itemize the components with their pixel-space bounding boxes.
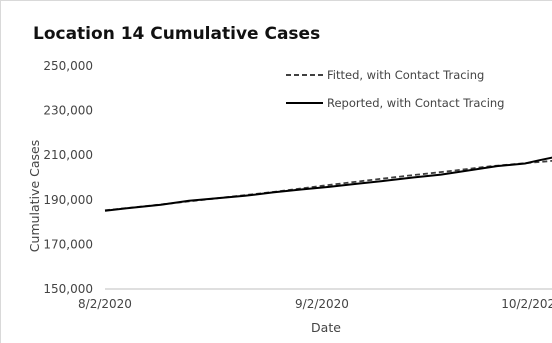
y-tick-label: 150,000 <box>43 282 93 296</box>
y-tick-label: 170,000 <box>43 237 93 251</box>
series-layer <box>104 156 552 212</box>
legend: Fitted, with Contact Tracing Reported, w… <box>286 68 504 110</box>
y-tick-label: 250,000 <box>43 59 93 73</box>
legend-label-fitted: Fitted, with Contact Tracing <box>327 68 484 82</box>
series-reported-line <box>104 156 552 212</box>
chart-title: Location 14 Cumulative Cases <box>33 24 320 44</box>
legend-label-reported: Reported, with Contact Tracing <box>327 96 504 110</box>
y-tick-label: 230,000 <box>43 104 93 118</box>
x-tick-label: 10/2/2020 <box>501 297 552 311</box>
y-axis-ticks: 150,000 170,000 190,000 210,000 230,000 250,0… <box>43 59 93 296</box>
y-axis-title: Cumulative Cases <box>27 140 42 252</box>
x-tick-label: 9/2/2020 <box>295 297 349 311</box>
x-tick-label: 8/2/2020 <box>78 297 132 311</box>
y-tick-label: 210,000 <box>43 148 93 162</box>
x-axis-ticks: 8/2/2020 9/2/2020 10/2/2020 <box>78 297 552 311</box>
x-axis-title: Date <box>311 320 341 335</box>
y-tick-label: 190,000 <box>43 193 93 207</box>
